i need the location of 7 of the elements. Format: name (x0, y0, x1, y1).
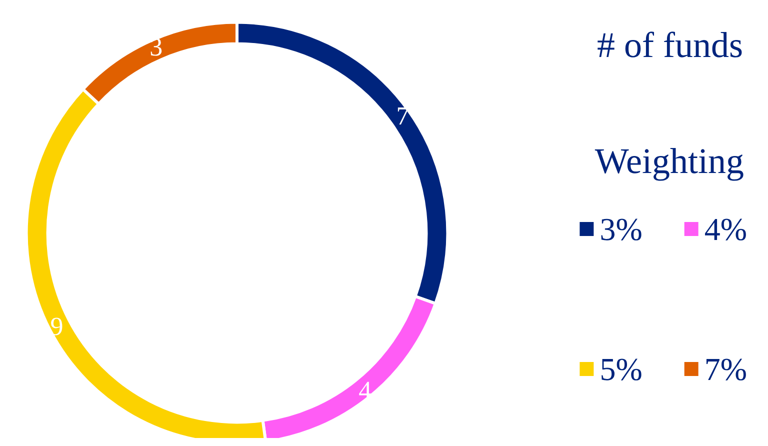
legend-label: 4% (704, 211, 747, 247)
legend-label: 7% (704, 351, 747, 387)
legend-title: Weighting (594, 141, 744, 181)
legend-label: 3% (600, 211, 642, 247)
chart-title: # of funds (597, 25, 744, 65)
data-label: 9 (50, 312, 64, 341)
legend-label: 5% (600, 351, 642, 387)
